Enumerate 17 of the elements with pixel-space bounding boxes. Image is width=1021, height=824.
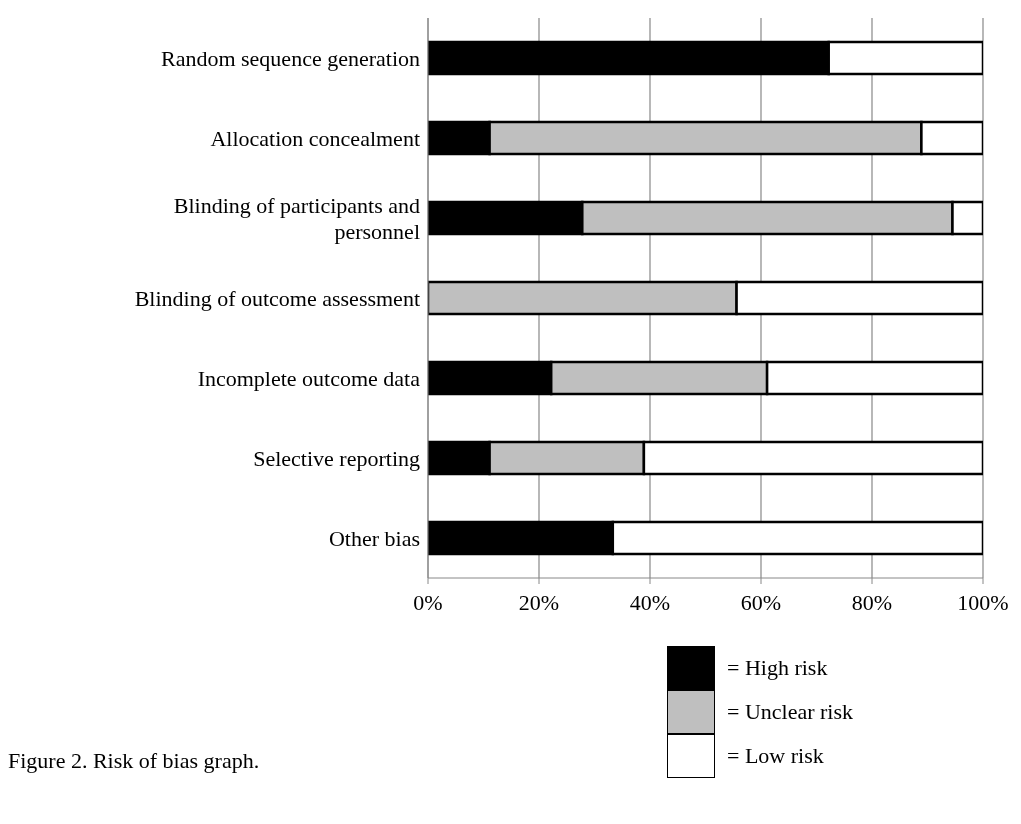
x-tick-label: 60%: [740, 589, 782, 615]
x-tick-label: 40%: [629, 589, 671, 615]
legend-label: = High risk: [726, 655, 828, 681]
y-tick-label: Selective reporting: [253, 445, 420, 471]
y-tick-label: Random sequence generation: [160, 45, 420, 71]
y-tick-label: Blinding of outcome assessment: [134, 285, 420, 311]
x-tick-label: 80%: [851, 589, 893, 615]
x-tick-label: 20%: [518, 589, 560, 615]
y-tick-label: Allocation concealment: [210, 125, 420, 151]
caption: Figure 2. Risk of bias graph.: [8, 748, 260, 774]
y-tick-label: Blinding of participants and personnel: [173, 192, 420, 244]
y-tick-label: Incomplete outcome data: [197, 365, 421, 391]
legend-label: = Low risk: [726, 743, 824, 769]
x-tick-label: 0%: [413, 589, 443, 615]
legend-label: = Unclear risk: [726, 699, 853, 725]
y-tick-label: Other bias: [328, 525, 420, 551]
x-tick-label: 100%: [957, 589, 1009, 615]
